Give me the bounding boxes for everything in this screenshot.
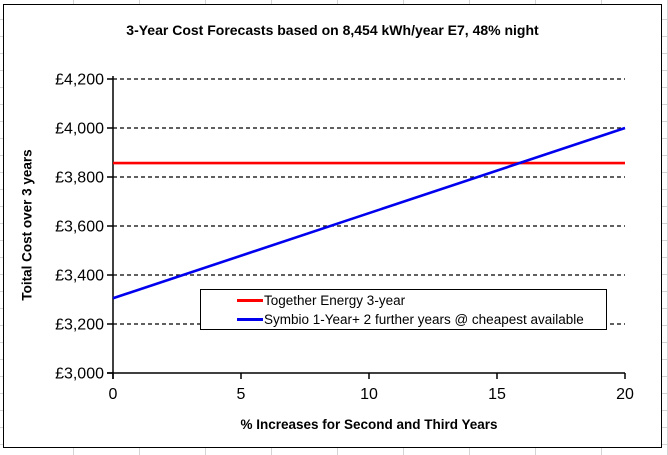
x-tick-label: 15 [488,386,506,403]
x-tick-label: 0 [109,386,118,403]
y-tick-label: £3,400 [55,268,104,285]
y-tick-label: £4,000 [55,121,104,138]
x-tick-label: 10 [360,386,378,403]
y-tick-label: £3,200 [55,317,104,334]
legend-label: Symbio 1-Year+ 2 further years @ cheapes… [264,311,584,327]
y-tick-label: £4,200 [55,72,104,89]
legend-line-sample-blue [237,317,263,321]
legend-line-sample-red [237,298,263,302]
x-axis-title: % Increases for Second and Third Years [240,417,498,432]
chart-title: 3-Year Cost Forecasts based on 8,454 kWh… [126,22,539,38]
legend: Together Energy 3-year Symbio 1-Year+ 2 … [200,289,607,330]
x-tick-label: 20 [616,386,634,403]
x-tick-label: 5 [237,386,246,403]
legend-item-together-energy: Together Energy 3-year [201,291,606,309]
series-line-1 [112,126,626,300]
legend-label: Together Energy 3-year [264,292,406,308]
y-tick-label: £3,800 [55,170,104,187]
legend-item-symbio: Symbio 1-Year+ 2 further years @ cheapes… [201,310,606,328]
y-tick-label: £3,000 [55,366,104,383]
y-tick-label: £3,600 [55,219,104,236]
